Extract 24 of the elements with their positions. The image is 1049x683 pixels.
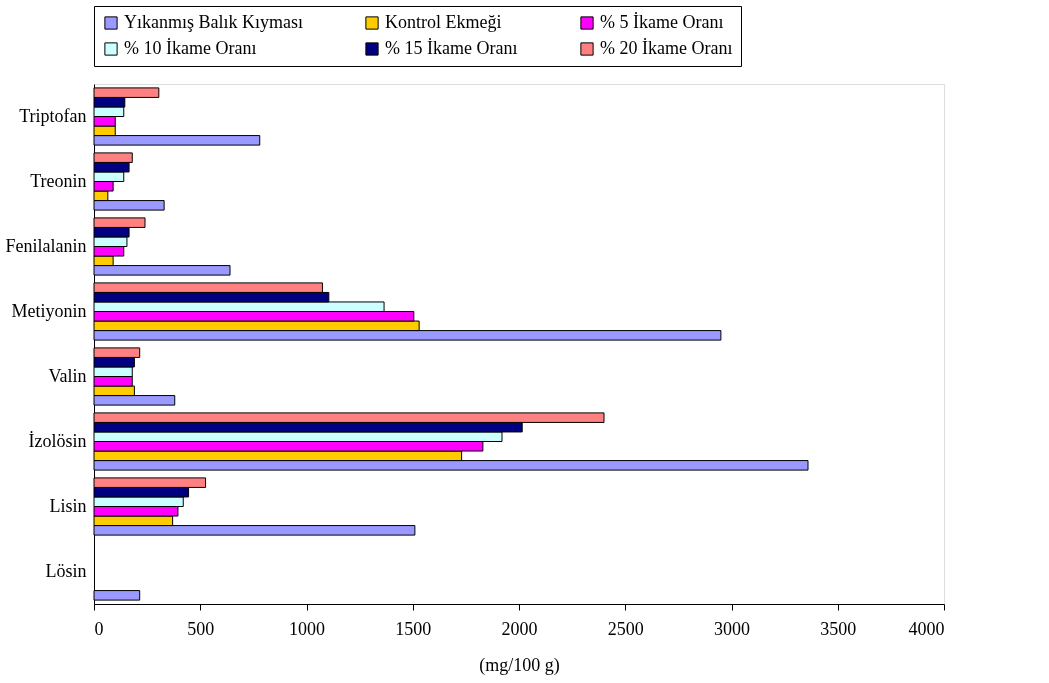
x-tick-label: 2000 [501,618,538,639]
legend-label: Yıkanmış Balık Kıyması [124,12,303,32]
x-tick-label: 4000 [908,618,945,639]
x-tick-label: 2500 [607,618,644,639]
x-tick-label: 1500 [395,618,432,639]
x-tick-label: 1000 [289,618,325,639]
y-tick-label: Fenilalanin [5,235,87,256]
x-axis-title: (mg/100 g) [479,654,560,676]
y-tick-label: Lösin [45,560,87,581]
y-tick-label: Metiyonin [11,300,87,321]
legend-label: Kontrol Ekmeği [385,12,502,32]
legend-label: % 20 İkame Oranı [600,38,733,58]
x-tick-label: 3500 [820,618,857,639]
y-tick-label: Triptofan [19,105,87,126]
y-tick-label: Treonin [30,170,87,191]
x-tick-label: 500 [187,618,215,639]
x-tick-label: 0 [94,618,104,639]
y-tick-label: Lisin [49,495,87,516]
y-tick-label: İzolösin [28,430,87,451]
y-tick-label: Valin [48,365,87,386]
legend-label: % 5 İkame Oranı [600,12,724,32]
legend-label: % 10 İkame Oranı [124,38,257,58]
legend-label: % 15 İkame Oranı [385,38,518,58]
x-tick-label: 3000 [714,618,750,639]
